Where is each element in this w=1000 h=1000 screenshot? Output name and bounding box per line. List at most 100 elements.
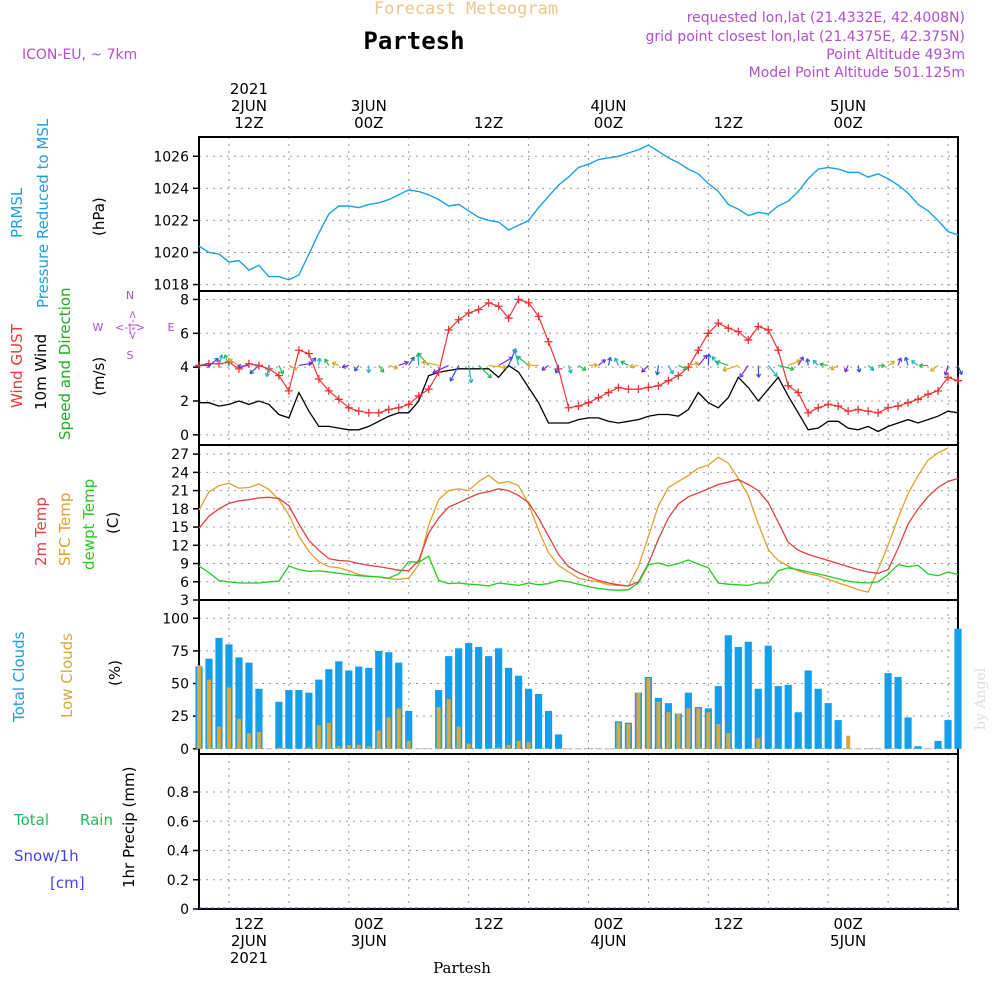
wind-direction-arrow [288, 364, 298, 371]
total-clouds-bar [255, 688, 263, 749]
low-clouds-bar [616, 722, 621, 749]
gust-marker [574, 402, 583, 411]
low-clouds-bar [376, 730, 381, 749]
pressure-ytick-label: 1026 [153, 149, 189, 165]
gust-marker [794, 388, 803, 397]
low-clouds-bar [386, 717, 391, 749]
bottom-time-label: 12Z [234, 915, 263, 933]
gust-marker [334, 395, 343, 404]
compass-w: W [93, 321, 104, 334]
point-altitude: Point Altitude 493m [826, 47, 965, 63]
gust-marker [944, 373, 953, 382]
wind-direction-arrowhead [856, 368, 862, 373]
wind-direction-arrowhead [292, 365, 298, 371]
total-clouds-bar [395, 662, 403, 749]
wind-direction-arrowhead [711, 355, 717, 361]
gust-marker [654, 381, 663, 390]
wind-direction-arrow [739, 365, 749, 378]
wind-ytick-label: 8 [180, 292, 189, 308]
wind-direction-arrow [218, 354, 223, 366]
wind-direction-arrowhead [897, 357, 903, 362]
wind-label: 10m Wind [32, 334, 50, 410]
total-clouds-bar [465, 643, 473, 749]
wind-direction-arrowhead [223, 354, 229, 359]
gust-marker [954, 376, 962, 385]
total-clouds-bar [784, 684, 792, 749]
wind-direction-arrowhead [593, 362, 598, 368]
bottom-time-label: 12Z [714, 915, 743, 933]
wind-direction-arrow [930, 364, 939, 372]
wind-direction-arrow [516, 355, 529, 366]
low-clouds-bar [346, 744, 351, 749]
total-clouds-label: Total Clouds [10, 631, 28, 723]
wind-direction-arrow [656, 365, 659, 376]
low-clouds-bar [756, 738, 761, 749]
precip-labels: Total Rain Snow/1h [cm] 1hr Precip (mm) [13, 767, 138, 892]
wind-direction-arrow [208, 357, 219, 366]
wind-ytick-label: 6 [180, 326, 189, 342]
top-time-label: 2JUN [231, 97, 267, 115]
wind-direction-arrowhead [311, 357, 317, 363]
gust-marker [494, 302, 503, 311]
gust-marker [304, 349, 313, 358]
precip-rain-label: Rain [80, 811, 113, 829]
wind-direction-arrowhead [641, 368, 646, 373]
wind-direction-arrow [897, 357, 902, 366]
low-clouds-bar [466, 743, 471, 749]
precip-panel: 0 0.2 0.4 0.6 0.8 [167, 753, 959, 918]
compass-arrows-vertical: <-|-> [126, 310, 139, 340]
precip-frame [198, 753, 959, 910]
pressure-ytick-label: 1020 [153, 246, 189, 262]
wind-direction-arrowhead [789, 366, 795, 372]
wind-direction-arrow [688, 362, 699, 367]
wind-direction-arrowhead [331, 361, 337, 367]
sfc-temp-line [198, 447, 949, 593]
total-clouds-bar [774, 686, 782, 749]
gust-marker [484, 298, 493, 307]
low-clouds-bar [246, 733, 251, 749]
gust-marker [544, 337, 553, 346]
gust-marker [924, 390, 933, 399]
top-time-label: 3JUN [351, 97, 387, 115]
low-clouds-bar [336, 746, 341, 749]
gust-marker [294, 346, 303, 355]
gust-marker [734, 327, 743, 336]
model-label: ICON-EU, ~ 7km [22, 47, 137, 63]
wind-direction-arrowhead [487, 373, 492, 379]
wind-direction-arrowhead [903, 356, 909, 362]
wind-ytick-label: 0 [180, 428, 189, 444]
gust-marker [324, 386, 333, 395]
wind-direction-arrowhead [393, 364, 399, 370]
low-clouds-bar [626, 723, 631, 749]
precip-axis-label: 1hr Precip (mm) [120, 767, 138, 888]
low-clouds-bar [496, 747, 501, 749]
wind-direction-arrowhead [581, 366, 587, 371]
temp-ytick-label: 12 [171, 538, 189, 554]
wind-direction-arrow [830, 364, 839, 370]
low-clouds-bar [276, 747, 281, 749]
wind-direction-arrow [408, 356, 415, 366]
gust-marker [584, 398, 593, 407]
grid-point-coords: grid point closest lon,lat (21.4375E, 42… [645, 29, 965, 45]
bottom-time-label: 00Z [833, 915, 862, 933]
wind-direction-arrowhead [601, 359, 606, 364]
footer-location: Partesh [433, 959, 491, 977]
gust-marker [884, 403, 893, 412]
low-clouds-bar [706, 712, 711, 749]
wind-direction-arrow [716, 360, 729, 367]
low-clouds-label: Low Clouds [58, 633, 76, 718]
clouds-panel: 0 25 50 75 100 [162, 599, 962, 758]
wind-direction-arrow [318, 357, 321, 366]
gust-marker [694, 346, 703, 355]
wind-direction-arrow [598, 359, 606, 366]
t2m-line [198, 477, 959, 587]
clouds-ytick-label: 0 [180, 742, 189, 758]
precip-ytick-label: 0.4 [167, 844, 189, 860]
pressure-ytick-label: 1022 [153, 213, 189, 229]
top-time-label: 12Z [714, 114, 743, 132]
gust-marker [634, 385, 643, 394]
wind-direction-arrow [578, 364, 587, 371]
